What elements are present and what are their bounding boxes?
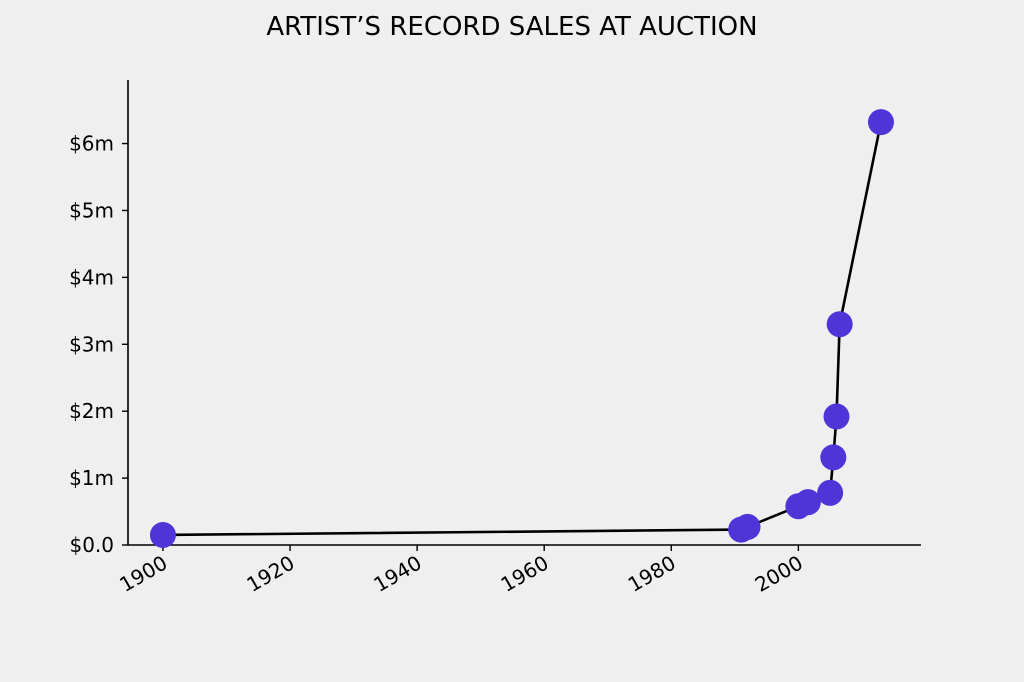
y-tick-label: $5m (69, 198, 114, 222)
x-tick-label: 1940 (370, 551, 426, 597)
y-tick-label: $4m (69, 265, 114, 289)
x-tick-label: 1920 (242, 551, 298, 597)
data-point (149, 521, 176, 548)
data-point (817, 479, 844, 506)
y-tick-label: $0.0 (69, 533, 114, 557)
x-tick-label: 1980 (624, 551, 680, 597)
y-tick-label: $3m (69, 332, 114, 356)
y-tick-label: $1m (69, 466, 114, 490)
data-point (734, 513, 761, 540)
data-point (794, 489, 821, 516)
data-point (820, 444, 847, 471)
chart-title: ARTIST’S RECORD SALES AT AUCTION (266, 12, 757, 42)
series-line (162, 121, 883, 537)
series-group (149, 109, 894, 548)
axes: $0.0 $1m $2m $3m $4m $5m $6m 1900 1920 1940 1960 19… (69, 80, 921, 597)
data-point (867, 109, 894, 136)
data-point (823, 403, 850, 430)
data-point (826, 311, 853, 338)
x-tick-label: 2000 (751, 551, 807, 597)
y-tick-label: $6m (69, 132, 114, 156)
x-tick-label: 1960 (497, 551, 553, 597)
x-tick-label: 1900 (115, 551, 171, 597)
y-tick-label: $2m (69, 399, 114, 423)
